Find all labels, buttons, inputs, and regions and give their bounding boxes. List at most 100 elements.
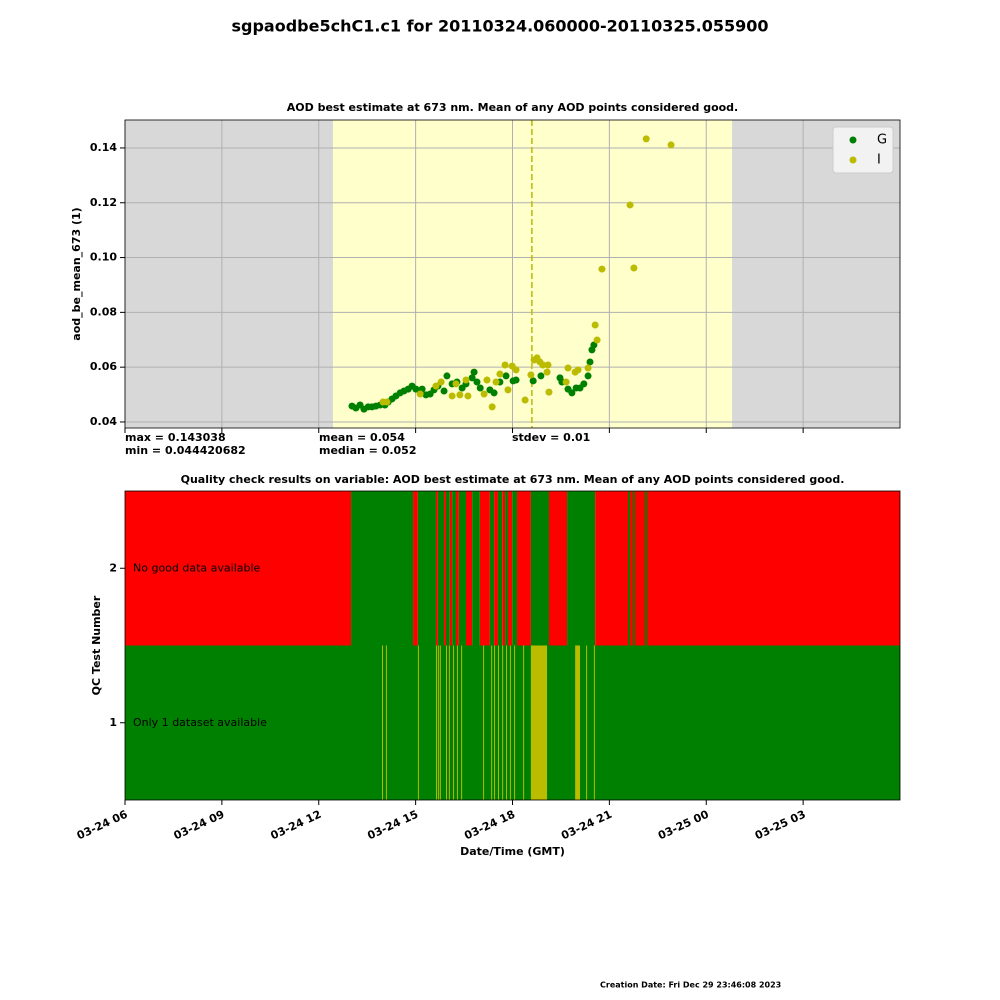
data-point	[412, 385, 420, 393]
qc-segment	[505, 491, 508, 646]
y-axis-label: aod_be_mean_673 (1)	[70, 207, 83, 340]
qc-segment	[466, 491, 473, 646]
x-tick-label: 03-24 15	[365, 808, 420, 843]
data-point	[590, 341, 598, 349]
plot-frame	[124, 119, 901, 429]
y-tick-label: 0.12	[90, 196, 117, 209]
data-point	[527, 371, 535, 379]
x-tick-label: 03-25 00	[656, 808, 711, 843]
qc-segment	[489, 491, 495, 646]
qc-segment	[125, 491, 352, 646]
data-point	[543, 368, 551, 376]
data-point	[598, 265, 606, 273]
qc-segment	[435, 491, 438, 646]
qc-segment	[632, 491, 635, 646]
data-point	[584, 364, 592, 372]
qc-segment	[512, 491, 518, 646]
x-tick-label: 03-24 06	[75, 808, 130, 843]
qc-segment	[351, 491, 414, 646]
data-point	[642, 135, 650, 143]
data-point	[512, 366, 520, 374]
data-point	[512, 376, 520, 384]
legend-marker	[849, 156, 857, 164]
data-point	[483, 376, 491, 384]
data-point	[473, 378, 481, 386]
qc-segment	[567, 491, 596, 646]
qc-segment	[439, 645, 441, 800]
qc-segment	[413, 491, 418, 646]
chart-title: Quality check results on variable: AOD b…	[181, 473, 845, 486]
data-point	[501, 361, 509, 369]
qc-segment	[125, 645, 900, 800]
qc-segment	[586, 645, 588, 800]
data-point	[521, 396, 529, 404]
data-point	[564, 364, 572, 372]
row-annotation: Only 1 dataset available	[133, 716, 267, 729]
qc-segment	[502, 645, 504, 800]
qc-segment	[382, 645, 384, 800]
qc-segment	[449, 491, 453, 646]
data-point	[456, 391, 464, 399]
qc-segment	[497, 491, 503, 646]
qc-segment	[595, 491, 900, 646]
y-tick-label: 0.10	[90, 251, 117, 264]
data-point	[470, 368, 478, 376]
qc-segment	[452, 491, 456, 646]
row-annotation: No good data available	[133, 561, 261, 574]
qc-segment	[453, 645, 455, 800]
qc-segment	[437, 491, 445, 646]
data-point	[568, 389, 576, 397]
data-point	[416, 390, 424, 398]
data-point	[539, 361, 547, 369]
qc-segment	[548, 491, 568, 646]
qc-segment	[455, 491, 459, 646]
stat-label: mean = 0.054	[319, 431, 405, 444]
data-point	[462, 376, 470, 384]
y-tick-label: 0.14	[90, 141, 117, 154]
data-point	[537, 372, 545, 380]
qc-segment	[479, 491, 490, 646]
y-tick-label: 0.04	[90, 415, 117, 428]
chart-title: AOD best estimate at 673 nm. Mean of any…	[287, 101, 738, 114]
stat-label: median = 0.052	[319, 444, 417, 457]
plot-frame	[124, 490, 901, 801]
qc-segment	[507, 491, 513, 646]
data-point	[529, 377, 537, 385]
y-tick-label: 0.08	[90, 305, 117, 318]
data-point	[492, 378, 500, 386]
qc-segment	[506, 645, 508, 800]
data-point	[502, 372, 510, 380]
stat-label: stdev = 0.01	[512, 431, 590, 444]
data-point	[504, 386, 512, 394]
data-point	[383, 398, 391, 406]
data-point	[544, 361, 552, 369]
qc-segment	[575, 645, 580, 800]
qc-segment	[444, 491, 446, 646]
data-point	[476, 384, 484, 392]
qc-segment	[448, 645, 450, 800]
legend-box	[832, 126, 894, 174]
qc-segment	[644, 491, 648, 646]
qc-segment	[435, 645, 437, 800]
data-point	[448, 392, 456, 400]
legend-marker	[849, 136, 857, 144]
y-tick-label: 0.06	[90, 360, 117, 373]
qc-segment	[494, 645, 496, 800]
x-tick-label: 03-24 09	[172, 808, 227, 843]
qc-segment	[483, 645, 485, 800]
qc-segment	[458, 491, 466, 646]
x-axis-label: Date/Time (GMT)	[460, 845, 565, 858]
data-point	[574, 366, 582, 374]
data-point	[580, 380, 588, 388]
qc-segment	[502, 491, 506, 646]
qc-segment	[417, 491, 436, 646]
qc-segment	[461, 645, 463, 800]
y-tick-label: 1	[109, 716, 117, 729]
x-tick-label: 03-24 21	[559, 808, 614, 843]
data-point	[480, 390, 488, 398]
y-axis-label: QC Test Number	[90, 595, 103, 695]
stat-label: min = 0.044420682	[125, 444, 246, 457]
qc-segment	[593, 645, 595, 800]
legend-label: G	[877, 133, 887, 148]
